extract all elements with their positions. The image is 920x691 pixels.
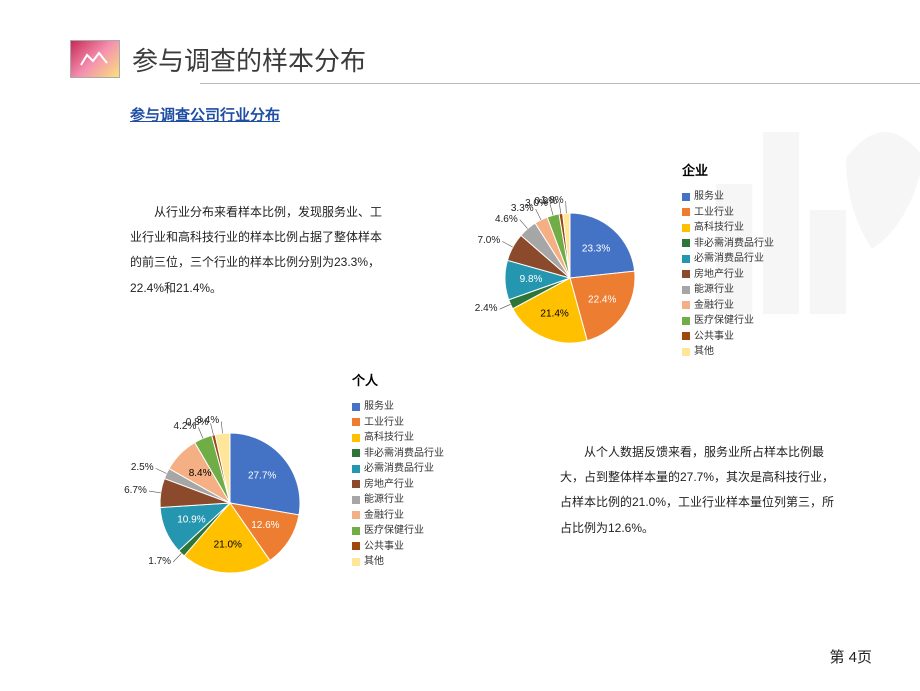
legend-swatch xyxy=(352,403,360,411)
legend-item: 能源行业 xyxy=(352,492,444,508)
legend-item: 高科技行业 xyxy=(352,430,444,446)
legend-label: 高科技行业 xyxy=(364,430,414,446)
legend-item: 服务业 xyxy=(352,399,444,415)
legend-swatch xyxy=(682,224,690,232)
pie-slice-label: 1.8% xyxy=(541,195,564,206)
legend-label: 金融行业 xyxy=(364,508,404,524)
paragraph-enterprise: 从行业分布来看样本比例，发现服务业、工业行业和高科技行业的样本比例占据了整体样本… xyxy=(130,200,390,301)
legend-swatch xyxy=(352,558,360,566)
legend-label: 医疗保健行业 xyxy=(694,313,754,329)
pie-slice-label: 21.0% xyxy=(214,540,242,551)
enterprise-legend: 服务业工业行业高科技行业非必需消费品行业必需消费品行业房地产行业能源行业金融行业… xyxy=(682,189,774,360)
legend-swatch xyxy=(352,449,360,457)
pie-slice-label: 2.5% xyxy=(131,462,154,473)
legend-item: 金融行业 xyxy=(352,508,444,524)
pie-slice-label: 12.6% xyxy=(251,520,279,531)
legend-label: 服务业 xyxy=(694,189,724,205)
legend-swatch xyxy=(352,434,360,442)
page-header: 参与调查的样本分布 xyxy=(70,40,920,78)
legend-item: 高科技行业 xyxy=(682,220,774,236)
personal-chart-block: 个人 27.7% 12.6% 21.0% 10.9% 8.4% 1.7% 6.7% 2.5%… xyxy=(100,370,520,593)
legend-swatch xyxy=(682,286,690,294)
enterprise-pie-svg: 23.3% 22.4% 21.4% 9.8% xyxy=(450,183,680,353)
pie-slice-label: 3.4% xyxy=(196,415,219,426)
legend-label: 房地产行业 xyxy=(364,477,414,493)
legend-item: 必需消费品行业 xyxy=(352,461,444,477)
legend-label: 其他 xyxy=(694,344,714,360)
page-number: 第 4页 xyxy=(829,646,872,667)
legend-label: 金融行业 xyxy=(694,298,734,314)
pie-slice-label: 23.3% xyxy=(582,244,610,255)
pie-slice-label: 7.0% xyxy=(477,235,500,246)
legend-label: 公共事业 xyxy=(364,539,404,555)
pie-slice-label: 1.7% xyxy=(148,556,171,567)
legend-label: 工业行业 xyxy=(364,415,404,431)
legend-item: 医疗保健行业 xyxy=(352,523,444,539)
personal-legend: 服务业工业行业高科技行业非必需消费品行业必需消费品行业房地产行业能源行业金融行业… xyxy=(352,399,444,570)
legend-item: 其他 xyxy=(682,344,774,360)
page-title: 参与调查的样本分布 xyxy=(132,41,366,78)
legend-item: 服务业 xyxy=(682,189,774,205)
enterprise-chart-title: 企业 xyxy=(540,160,850,179)
legend-swatch xyxy=(352,527,360,535)
header-logo-icon xyxy=(70,40,120,78)
legend-swatch xyxy=(352,465,360,473)
legend-label: 公共事业 xyxy=(694,329,734,345)
legend-item: 其他 xyxy=(352,554,444,570)
legend-item: 房地产行业 xyxy=(352,477,444,493)
pie-slice-label: 6.7% xyxy=(124,485,147,496)
legend-swatch xyxy=(352,480,360,488)
legend-label: 高科技行业 xyxy=(694,220,744,236)
legend-swatch xyxy=(352,496,360,504)
legend-swatch xyxy=(682,270,690,278)
pie-slice-label: 9.8% xyxy=(520,274,543,285)
personal-chart-title: 个人 xyxy=(210,370,520,389)
legend-item: 能源行业 xyxy=(682,282,774,298)
legend-item: 必需消费品行业 xyxy=(682,251,774,267)
pie-slice-label: 10.9% xyxy=(177,514,205,525)
pie-slice-label: 27.7% xyxy=(248,471,276,482)
legend-label: 医疗保健行业 xyxy=(364,523,424,539)
legend-item: 医疗保健行业 xyxy=(682,313,774,329)
legend-swatch xyxy=(682,208,690,216)
legend-swatch xyxy=(352,542,360,550)
legend-swatch xyxy=(682,193,690,201)
legend-item: 公共事业 xyxy=(352,539,444,555)
pie-slice-label: 22.4% xyxy=(588,295,616,306)
legend-label: 必需消费品行业 xyxy=(694,251,764,267)
legend-swatch xyxy=(682,317,690,325)
legend-label: 工业行业 xyxy=(694,205,734,221)
legend-swatch xyxy=(352,511,360,519)
legend-label: 能源行业 xyxy=(694,282,734,298)
enterprise-chart-block: 企业 23.3%22.4%21.4%9.8% 2.4%7.0%4.6%3.3%3… xyxy=(450,160,850,360)
pie-slice-label: 2.4% xyxy=(475,303,498,314)
legend-item: 非必需消费品行业 xyxy=(352,446,444,462)
legend-swatch xyxy=(682,301,690,309)
pie-slice-label: 21.4% xyxy=(540,308,568,319)
header-underline xyxy=(200,83,920,84)
legend-label: 服务业 xyxy=(364,399,394,415)
legend-item: 非必需消费品行业 xyxy=(682,236,774,252)
legend-label: 房地产行业 xyxy=(694,267,744,283)
legend-item: 公共事业 xyxy=(682,329,774,345)
legend-label: 能源行业 xyxy=(364,492,404,508)
legend-item: 房地产行业 xyxy=(682,267,774,283)
legend-swatch xyxy=(682,239,690,247)
legend-label: 非必需消费品行业 xyxy=(694,236,774,252)
pie-slice-label: 8.4% xyxy=(189,468,212,479)
legend-item: 工业行业 xyxy=(682,205,774,221)
legend-swatch xyxy=(352,418,360,426)
legend-label: 必需消费品行业 xyxy=(364,461,434,477)
legend-swatch xyxy=(682,348,690,356)
legend-label: 非必需消费品行业 xyxy=(364,446,444,462)
legend-swatch xyxy=(682,255,690,263)
legend-item: 工业行业 xyxy=(352,415,444,431)
legend-item: 金融行业 xyxy=(682,298,774,314)
paragraph-personal: 从个人数据反馈来看，服务业所占样本比例最大，占到整体样本量的27.7%，其次是高… xyxy=(560,440,840,541)
legend-swatch xyxy=(682,332,690,340)
pie-slice-label: 4.6% xyxy=(495,214,518,225)
legend-label: 其他 xyxy=(364,554,384,570)
